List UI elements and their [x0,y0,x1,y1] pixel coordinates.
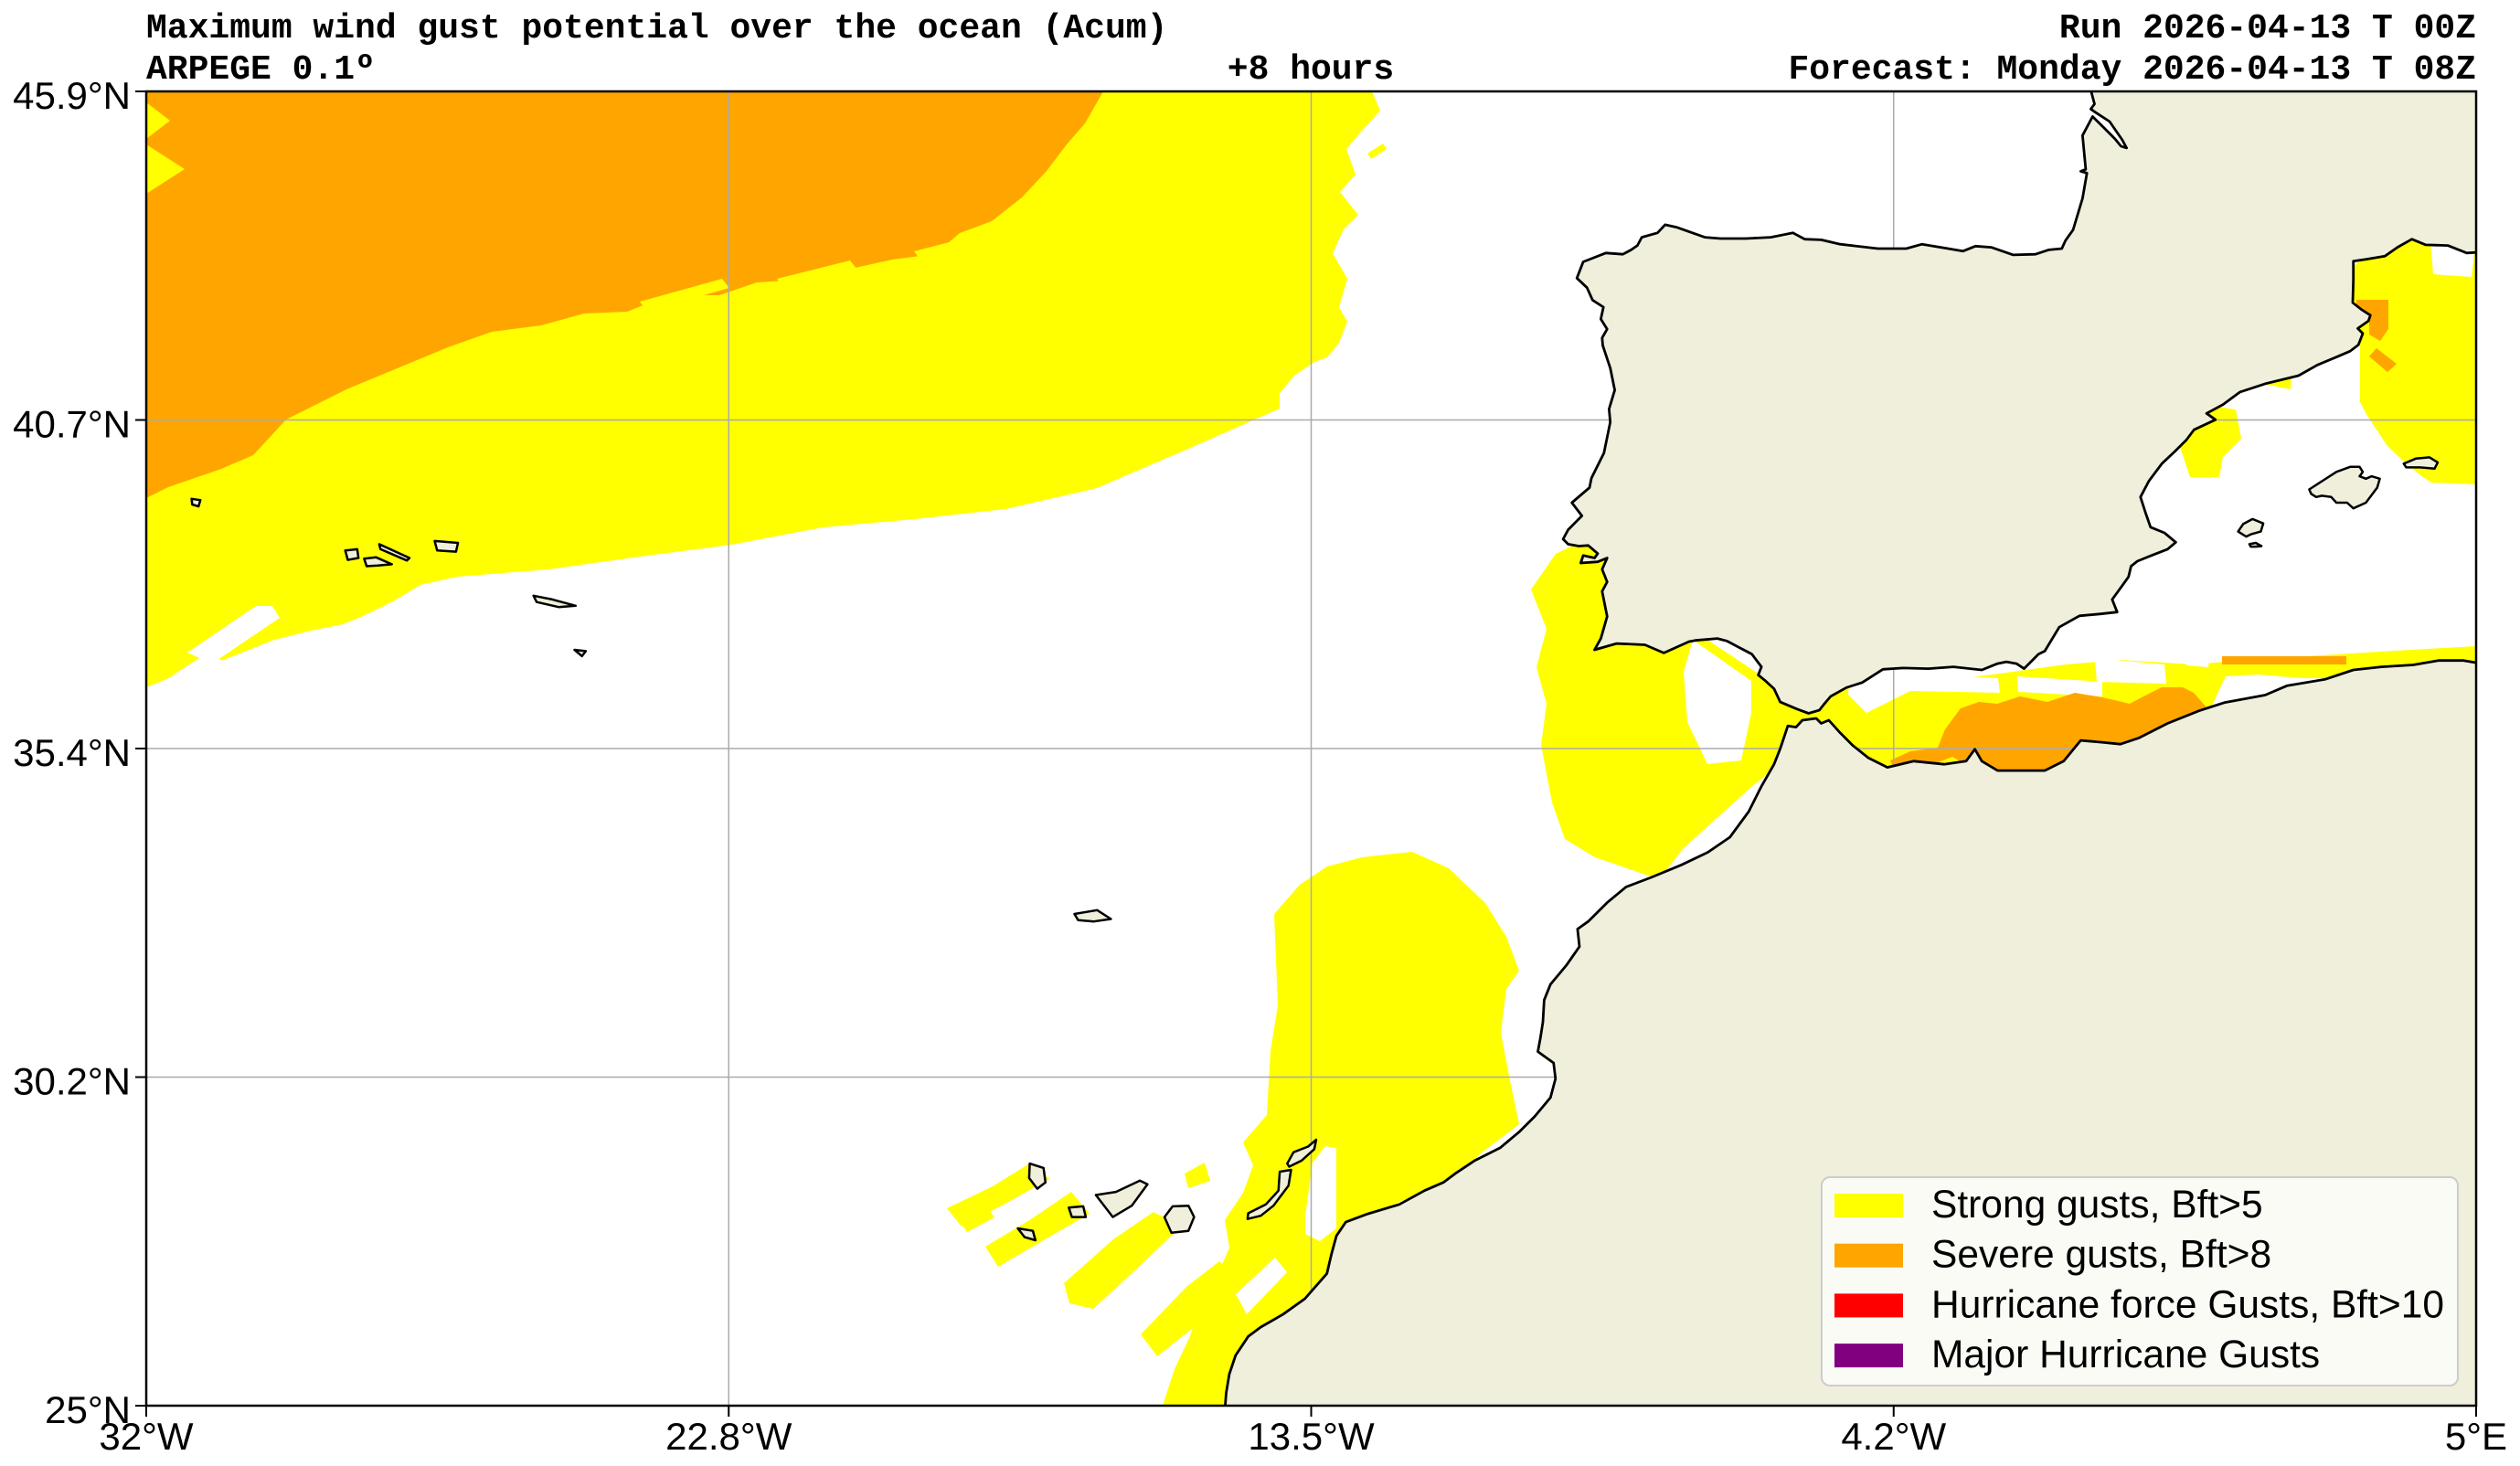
svg-text:ARPEGE 0.1º: ARPEGE 0.1º [146,50,376,90]
svg-text:13.5°W: 13.5°W [1248,1415,1375,1458]
svg-text:+8 hours: +8 hours [1228,50,1394,90]
svg-text:35.4°N: 35.4°N [13,731,131,774]
svg-text:Severe gusts, Bft>8: Severe gusts, Bft>8 [1931,1234,2271,1277]
svg-text:30.2°N: 30.2°N [13,1060,131,1103]
svg-text:4.2°W: 4.2°W [1841,1415,1946,1458]
svg-text:22.8°W: 22.8°W [665,1415,792,1458]
svg-text:5°E: 5°E [2445,1415,2507,1458]
svg-text:Maximum wind gust potential ov: Maximum wind gust potential over the oce… [146,9,1167,48]
svg-text:Hurricane force Gusts, Bft>10: Hurricane force Gusts, Bft>10 [1931,1283,2444,1326]
svg-text:Major Hurricane Gusts: Major Hurricane Gusts [1931,1333,2320,1376]
svg-text:45.9°N: 45.9°N [13,74,131,117]
svg-text:40.7°N: 40.7°N [13,403,131,446]
svg-text:Forecast: Monday 2026-04-13 T: Forecast: Monday 2026-04-13 T 08Z [1788,50,2476,90]
svg-text:25°N: 25°N [45,1388,131,1431]
svg-text:Run 2026-04-13 T 00Z: Run 2026-04-13 T 00Z [2059,9,2476,48]
svg-text:Strong gusts, Bft>5: Strong gusts, Bft>5 [1931,1184,2263,1227]
svg-text:32°W: 32°W [99,1415,194,1458]
